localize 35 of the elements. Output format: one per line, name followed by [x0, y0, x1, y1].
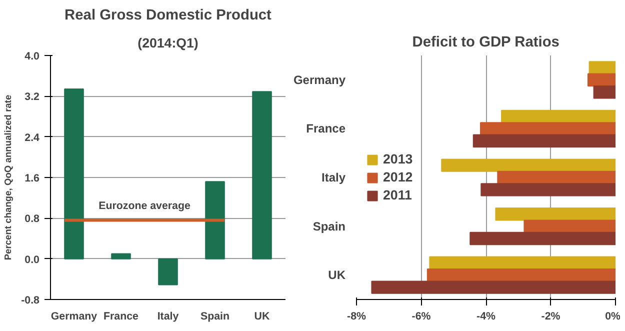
- y-tick-label: France: [306, 122, 346, 136]
- legend-label: 2011: [383, 188, 412, 202]
- legend-label: 2012: [383, 170, 413, 184]
- y-tick-label: 3.2: [24, 91, 40, 104]
- bar: [64, 88, 84, 260]
- y-tick-label: 0.0: [24, 254, 40, 266]
- x-tick-label: -8%: [347, 310, 366, 322]
- x-tick-label: Italy: [157, 310, 179, 322]
- x-tick-label: -2%: [541, 310, 561, 322]
- x-tick-label: UK: [254, 310, 270, 322]
- ref-line-label: Eurozone average: [98, 200, 190, 212]
- bar: [111, 253, 131, 260]
- chart-title: Real Gross Domestic Product: [64, 8, 272, 24]
- y-tick-label: -0.8: [21, 294, 40, 306]
- y-tick-label: 0.8: [24, 213, 40, 226]
- legend-label: 2013: [383, 152, 413, 166]
- bar: [158, 258, 178, 286]
- bar: [252, 91, 272, 260]
- y-tick-label: UK: [328, 268, 346, 282]
- y-tick-label: Italy: [321, 170, 346, 184]
- x-tick-label: Germany: [50, 310, 98, 322]
- y-tick-label: 1.6: [24, 172, 40, 184]
- x-tick-label: 0%: [605, 310, 622, 322]
- y-tick-label: 2.4: [24, 132, 40, 144]
- y-axis-title: Percent change, QoQ annualized rate: [3, 94, 14, 260]
- x-tick-label: -4%: [476, 310, 496, 322]
- y-tick-label: Spain: [312, 219, 346, 234]
- chart-title: Deficit to GDP Ratios: [412, 34, 560, 50]
- chart-subtitle: (2014:Q1): [138, 36, 198, 50]
- x-tick-label: Spain: [200, 310, 230, 322]
- y-tick-label: Germany: [293, 72, 346, 87]
- bar: [205, 181, 225, 260]
- y-tick-label: 4.0: [24, 50, 40, 62]
- x-tick-label: -6%: [412, 310, 432, 322]
- x-tick-label: France: [104, 310, 139, 322]
